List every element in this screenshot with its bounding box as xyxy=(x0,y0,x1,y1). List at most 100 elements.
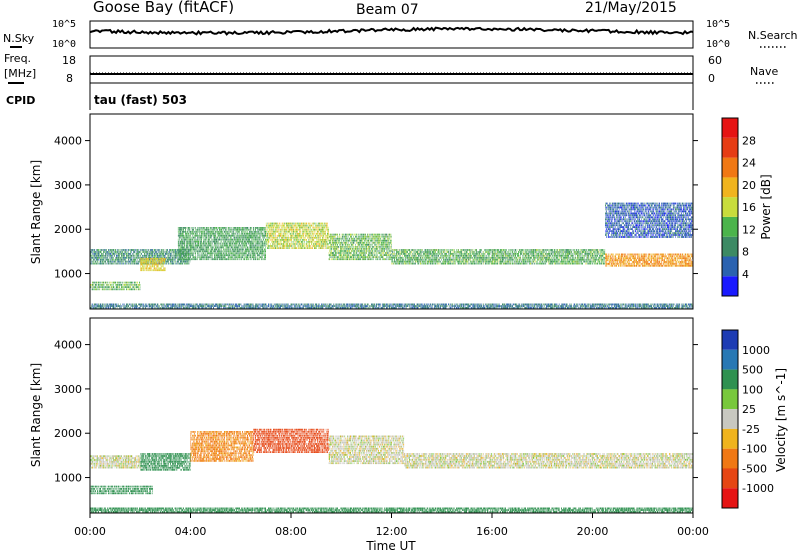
data-cell xyxy=(165,262,166,265)
data-cell xyxy=(257,254,258,257)
data-cell xyxy=(175,254,176,257)
data-cell xyxy=(126,253,127,255)
data-cell xyxy=(227,246,229,249)
data-cell xyxy=(246,240,248,243)
data-cell xyxy=(179,256,181,259)
data-cell xyxy=(146,256,147,259)
data-cell xyxy=(252,234,254,237)
data-cell xyxy=(225,258,227,261)
data-cell xyxy=(226,232,228,235)
data-cell xyxy=(220,232,222,235)
data-cell xyxy=(293,243,294,245)
data-cell xyxy=(187,252,189,255)
data-cell xyxy=(236,246,238,249)
data-cell xyxy=(292,232,294,235)
data-cell xyxy=(205,250,206,253)
data-cell xyxy=(280,245,281,247)
data-cell xyxy=(305,222,306,225)
data-cell xyxy=(121,254,122,257)
data-cell xyxy=(163,260,164,263)
data-cell xyxy=(196,244,197,247)
data-cell xyxy=(226,244,227,247)
data-cell xyxy=(214,258,215,261)
data-cell xyxy=(179,242,180,245)
data-cell xyxy=(291,247,293,249)
data-cell xyxy=(157,251,159,253)
data-cell xyxy=(185,238,187,241)
data-cell xyxy=(176,253,177,255)
data-cell xyxy=(304,243,306,245)
data-cell xyxy=(186,236,187,239)
data-cell xyxy=(286,232,287,235)
data-cell xyxy=(232,232,234,235)
data-cell xyxy=(201,252,202,255)
data-cell xyxy=(130,253,131,255)
data-cell xyxy=(268,230,269,233)
data-cell xyxy=(195,250,196,253)
data-cell xyxy=(194,258,195,261)
data-cell xyxy=(303,224,305,227)
data-cell xyxy=(187,244,188,247)
data-cell xyxy=(221,228,222,231)
data-cell xyxy=(166,260,168,263)
data-cell xyxy=(250,246,251,249)
data-cell xyxy=(229,227,230,229)
data-cell xyxy=(250,228,252,231)
data-cell xyxy=(131,281,132,284)
data-cell xyxy=(124,251,125,253)
data-cell xyxy=(237,232,239,235)
data-cell xyxy=(240,238,241,241)
data-cell xyxy=(130,288,132,291)
data-cell xyxy=(231,252,232,255)
data-cell xyxy=(132,260,133,263)
data-cell xyxy=(227,246,228,249)
data-cell xyxy=(103,254,105,257)
data-cell xyxy=(99,288,100,291)
data-cell xyxy=(110,262,111,265)
data-cell xyxy=(211,258,213,261)
data-cell xyxy=(232,258,233,261)
data-cell xyxy=(119,284,121,286)
data-cell xyxy=(166,262,168,265)
data-cell xyxy=(92,286,93,288)
data-cell xyxy=(165,260,166,263)
data-cell xyxy=(250,244,251,247)
data-cell xyxy=(193,240,194,243)
data-cell xyxy=(178,228,180,231)
data-cell xyxy=(204,234,206,237)
data-cell xyxy=(203,252,204,255)
data-cell xyxy=(155,253,156,255)
data-cell xyxy=(196,238,197,241)
data-cell xyxy=(224,248,225,251)
data-cell xyxy=(134,249,135,251)
data-cell xyxy=(265,232,266,235)
data-cell xyxy=(225,258,226,261)
data-cell xyxy=(158,251,160,253)
data-cell xyxy=(121,249,123,251)
data-cell xyxy=(201,238,202,241)
data-cell xyxy=(119,253,120,255)
data-cell xyxy=(159,259,160,262)
data-cell xyxy=(219,246,220,249)
data-cell xyxy=(179,254,181,257)
data-cell xyxy=(242,227,243,229)
data-cell xyxy=(180,256,181,259)
data-cell xyxy=(269,222,270,225)
data-cell xyxy=(185,236,186,239)
data-cell xyxy=(133,258,135,261)
data-cell xyxy=(286,234,288,237)
data-cell xyxy=(149,253,151,255)
data-cell xyxy=(120,288,122,291)
data-cell xyxy=(212,228,214,231)
data-cell xyxy=(165,258,166,261)
data-cell xyxy=(237,236,239,239)
data-cell xyxy=(177,254,179,257)
data-cell xyxy=(219,258,220,261)
data-cell xyxy=(202,228,203,231)
data-cell xyxy=(94,288,95,291)
data-cell xyxy=(214,258,215,261)
data-cell xyxy=(162,262,163,265)
data-cell xyxy=(289,243,291,245)
data-cell xyxy=(214,242,216,245)
